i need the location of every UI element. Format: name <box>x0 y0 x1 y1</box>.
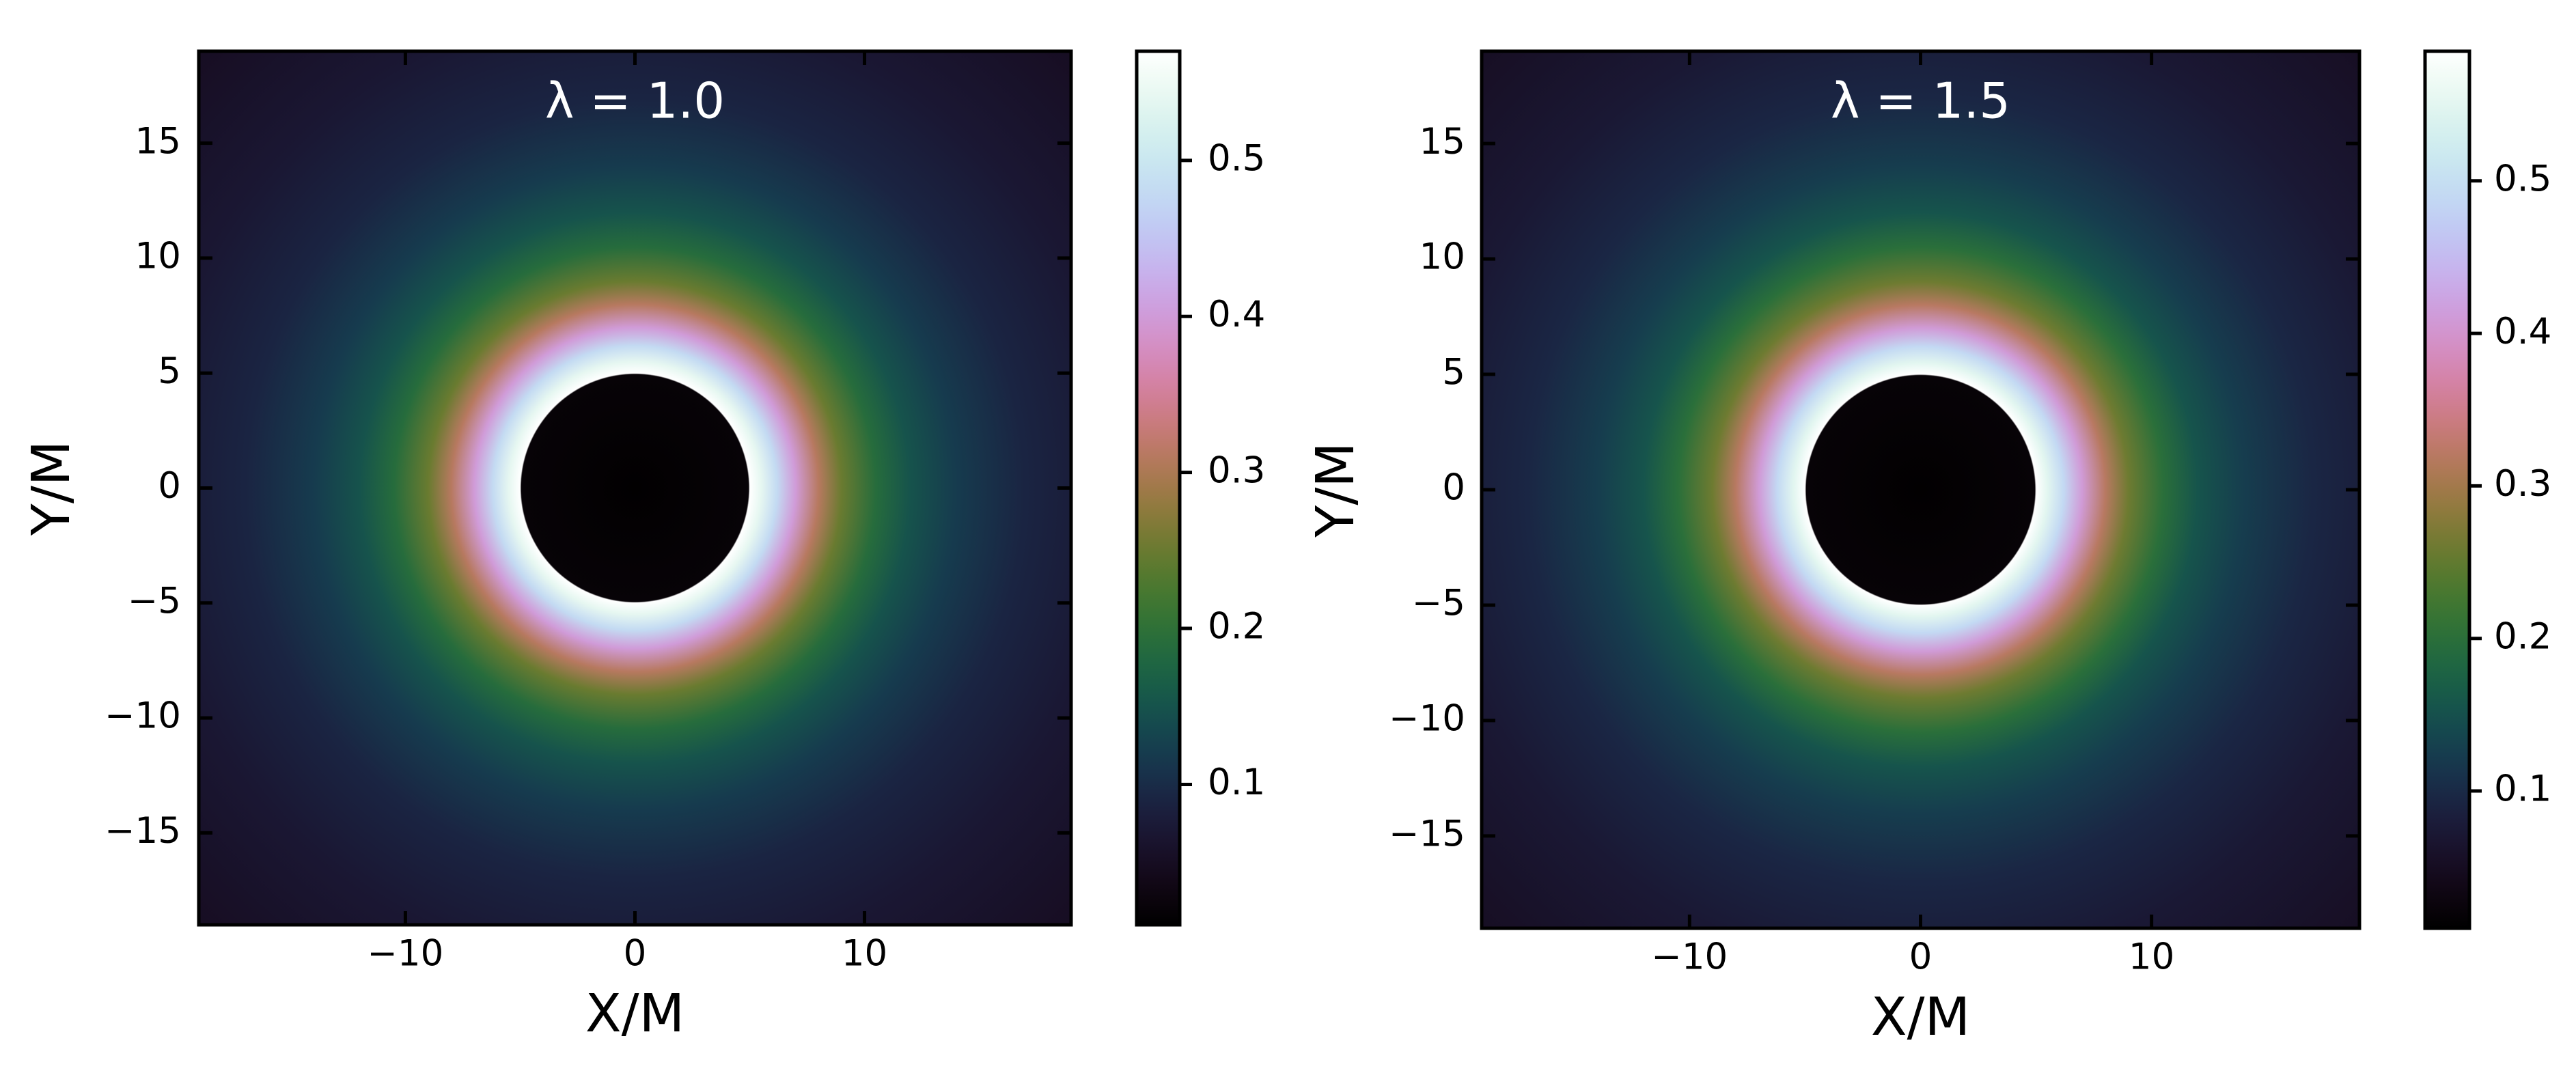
y-tick-label: 0 <box>158 465 181 507</box>
colorbar-tick-label: 0.3 <box>1208 449 1265 491</box>
colorbar <box>1137 51 1180 925</box>
y-tick-label: 5 <box>158 350 181 392</box>
axes-frame <box>197 49 1073 927</box>
colorbar <box>2425 51 2469 928</box>
y-tick-label: −5 <box>1412 583 1465 624</box>
y-axis-label: Y/M <box>1305 442 1366 538</box>
intensity-image <box>199 51 1071 925</box>
y-axis-label: Y/M <box>21 441 82 536</box>
chart-title: λ = 1.5 <box>1831 72 2010 130</box>
x-tick-label: 0 <box>1909 936 1933 978</box>
x-tick-label: 0 <box>624 933 647 975</box>
axes-frame <box>1480 49 2362 930</box>
y-tick-label: 5 <box>1442 352 1465 393</box>
y-tick-label: 10 <box>135 236 181 277</box>
colorbar-tick-label: 0.5 <box>2494 158 2551 199</box>
y-tick-label: −15 <box>105 810 181 852</box>
x-tick-label: 10 <box>2129 936 2174 978</box>
x-tick-label: −10 <box>368 933 444 975</box>
y-tick-label: 15 <box>1419 121 1465 163</box>
intensity-image <box>1482 51 2359 928</box>
colorbar-tick-label: 0.3 <box>2494 463 2551 505</box>
y-tick-label: −10 <box>1389 698 1465 740</box>
x-axis-label: X/M <box>1871 987 1970 1048</box>
y-tick-label: 10 <box>1419 236 1465 278</box>
colorbar-tick-label: 0.1 <box>2494 768 2551 810</box>
colorbar-tick-label: 0.5 <box>1208 138 1265 180</box>
chart-title: λ = 1.0 <box>545 72 725 130</box>
y-tick-label: −15 <box>1389 813 1465 854</box>
colorbar-frame <box>1135 49 1182 927</box>
x-tick-label: −10 <box>1651 936 1728 978</box>
x-tick-label: 10 <box>842 933 887 975</box>
colorbar-frame <box>2423 49 2471 930</box>
colorbar-tick-label: 0.4 <box>1208 294 1265 335</box>
colorbar-tick-label: 0.1 <box>1208 762 1265 803</box>
y-tick-label: −10 <box>105 695 181 737</box>
y-tick-label: 0 <box>1442 467 1465 509</box>
y-tick-label: 15 <box>135 120 181 162</box>
colorbar-tick-label: 0.2 <box>1208 606 1265 648</box>
x-axis-label: X/M <box>585 984 684 1044</box>
colorbar-tick-label: 0.4 <box>2494 311 2551 352</box>
y-tick-label: −5 <box>128 580 181 622</box>
colorbar-tick-label: 0.2 <box>2494 615 2551 657</box>
